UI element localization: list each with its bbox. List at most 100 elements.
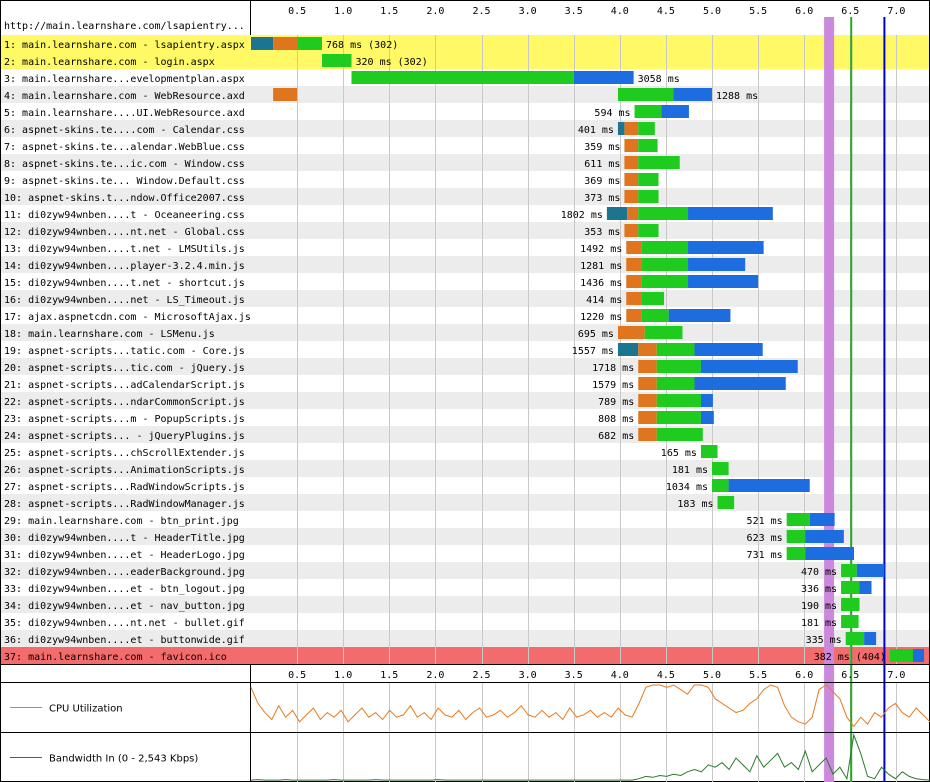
bar-ssl — [273, 88, 298, 101]
request-duration: 3058 ms — [638, 74, 680, 85]
bar-download — [728, 479, 810, 492]
request-label[interactable]: 21: aspnet-scripts...adCalendarScript.js — [4, 380, 245, 391]
request-label[interactable]: 23: aspnet-scripts...m - PopupScripts.js — [4, 414, 245, 425]
request-label[interactable]: 33: di0zyw94wnben....et - btn_logout.jpg — [4, 584, 245, 595]
row-background — [1, 120, 929, 137]
row-background — [1, 137, 929, 154]
request-label[interactable]: 14: di0zyw94wnben....player-3.2.4.min.js — [4, 261, 245, 272]
request-label[interactable]: 17: ajax.aspnetcdn.com - MicrosoftAjax.j… — [4, 312, 251, 323]
request-label[interactable]: 3: main.learnshare...evelopmentplan.aspx — [4, 74, 245, 85]
request-duration: 623 ms — [747, 533, 783, 544]
request-duration: 181 ms — [672, 465, 708, 476]
request-label[interactable]: 2: main.learnshare.com - login.aspx — [4, 57, 215, 68]
start-render-marker — [824, 17, 835, 782]
bar-ssl — [626, 292, 642, 305]
axis-tick-label: 1.0 — [334, 6, 352, 17]
axis-tick-label: 3.0 — [519, 670, 537, 681]
row-background — [1, 460, 929, 477]
request-label[interactable]: 24: aspnet-scripts... - jQueryPlugins.js — [4, 431, 245, 442]
bar-ttfb — [656, 394, 701, 407]
bar-ttfb — [712, 462, 729, 475]
row-background — [1, 222, 929, 239]
bar-ssl — [617, 326, 645, 339]
request-label[interactable]: 6: aspnet-skins.te....com - Calendar.css — [4, 125, 245, 136]
request-label[interactable]: 19: aspnet-scripts...tatic.com - Core.js — [4, 346, 245, 357]
bar-ttfb — [786, 547, 806, 560]
cpu-line — [250, 684, 930, 728]
axis-tick-label: 6.5 — [841, 670, 859, 681]
bar-ttfb — [641, 258, 689, 271]
row-background — [1, 613, 929, 630]
request-label[interactable]: 9: aspnet-skins.te... Window.Default.css — [4, 176, 245, 187]
bar-ssl — [624, 173, 639, 186]
bar-download — [912, 649, 925, 662]
bandwidth-panel: Bandwidth In (0 - 2,543 Kbps) — [10, 733, 930, 781]
row-background — [1, 579, 929, 596]
request-label[interactable]: 20: aspnet-scripts...tic.com - jQuery.js — [4, 363, 245, 374]
axis-tick-label: 1.5 — [380, 670, 398, 681]
axis-tick-label: 5.0 — [703, 6, 721, 17]
request-duration: 695 ms — [578, 329, 614, 340]
request-duration: 336 ms — [801, 584, 837, 595]
request-label[interactable]: 15: di0zyw94wnben....t.net - shortcut.js — [4, 278, 245, 289]
bar-ttfb — [841, 598, 860, 611]
request-label[interactable]: 29: main.learnshare.com - btn_print.jpg — [4, 516, 239, 527]
request-duration: 401 ms — [578, 125, 614, 136]
request-label[interactable]: 5: main.learnshare....UI.WebResource.axd — [4, 108, 245, 119]
row-background — [1, 171, 929, 188]
row-background — [1, 545, 929, 562]
bar-ttfb — [656, 377, 695, 390]
request-label[interactable]: 36: di0zyw94wnben....et - buttonwide.gif — [4, 635, 245, 646]
bar-download — [700, 411, 714, 424]
request-duration: 165 ms — [661, 448, 697, 459]
request-label[interactable]: 7: aspnet-skins.te...alendar.WebBlue.css — [4, 142, 245, 153]
request-duration: 1718 ms — [592, 363, 634, 374]
request-duration: 1034 ms — [666, 482, 708, 493]
request-label[interactable]: 25: aspnet-scripts...chScrollExtender.js — [4, 448, 245, 459]
request-label[interactable]: 26: aspnet-scripts...AnimationScripts.js — [4, 465, 245, 476]
request-duration: 611 ms — [584, 159, 620, 170]
bar-ttfb — [617, 88, 674, 101]
request-label[interactable]: 12: di0zyw94wnben....nt.net - Global.css — [4, 227, 245, 238]
request-label[interactable]: 35: di0zyw94wnben....nt.net - bullet.gif — [4, 618, 245, 629]
request-label[interactable]: 16: di0zyw94wnben....net - LS_Timeout.js — [4, 295, 245, 306]
request-label[interactable]: 34: di0zyw94wnben....et - nav_button.jpg — [4, 601, 245, 612]
bar-download — [809, 513, 835, 526]
bar-ttfb — [656, 428, 703, 441]
bar-ttfb — [638, 207, 689, 220]
request-label[interactable]: 11: di0zyw94wnben....t - Oceaneering.css — [4, 210, 245, 221]
request-label[interactable]: 13: di0zyw94wnben....t.net - LMSUtils.js — [4, 244, 245, 255]
request-label[interactable]: 27: aspnet-scripts...RadWindowScripts.js — [4, 482, 245, 493]
bar-download — [856, 564, 885, 577]
bar-download — [805, 547, 854, 560]
axis-tick-label: 4.0 — [611, 670, 629, 681]
bar-ttfb — [656, 411, 701, 424]
request-duration: 521 ms — [747, 516, 783, 527]
bar-connect — [617, 122, 625, 135]
axis-tick-label: 4.5 — [657, 670, 675, 681]
request-duration: 594 ms — [594, 108, 630, 119]
bar-ssl — [638, 343, 657, 356]
bar-ttfb — [638, 139, 658, 152]
bar-ssl — [626, 241, 642, 254]
request-label[interactable]: 37: main.learnshare.com - favicon.ico — [4, 652, 227, 663]
row-background — [1, 477, 929, 494]
request-label[interactable]: 32: di0zyw94wnben....eaderBackground.jpg — [4, 567, 245, 578]
request-label[interactable]: 31: di0zyw94wnben....et - HeaderLogo.jpg — [4, 550, 245, 561]
request-label[interactable]: 28: aspnet-scripts...RadWindowManager.js — [4, 499, 245, 510]
bar-ttfb — [351, 71, 574, 84]
request-duration: 373 ms — [584, 193, 620, 204]
request-label[interactable]: 18: main.learnshare.com - LSMenu.js — [4, 329, 215, 340]
request-label[interactable]: 22: aspnet-scripts...ndarCommonScript.js — [4, 397, 245, 408]
request-label[interactable]: 10: aspnet-skins.t...ndow.Office2007.css — [4, 193, 245, 204]
bar-ssl — [273, 37, 298, 50]
request-label[interactable]: 1: main.learnshare.com - lsapientry.aspx — [4, 40, 245, 51]
request-label[interactable]: 8: aspnet-skins.te...ic.com - Window.css — [4, 159, 245, 170]
request-duration: 682 ms — [598, 431, 634, 442]
bar-connect — [617, 343, 639, 356]
request-label[interactable]: 30: di0zyw94wnben....t - HeaderTitle.jpg — [4, 533, 245, 544]
axis-tick-label: 0.5 — [288, 6, 306, 17]
bar-ttfb — [656, 343, 695, 356]
request-label[interactable]: 4: main.learnshare.com - WebResource.axd — [4, 91, 245, 102]
